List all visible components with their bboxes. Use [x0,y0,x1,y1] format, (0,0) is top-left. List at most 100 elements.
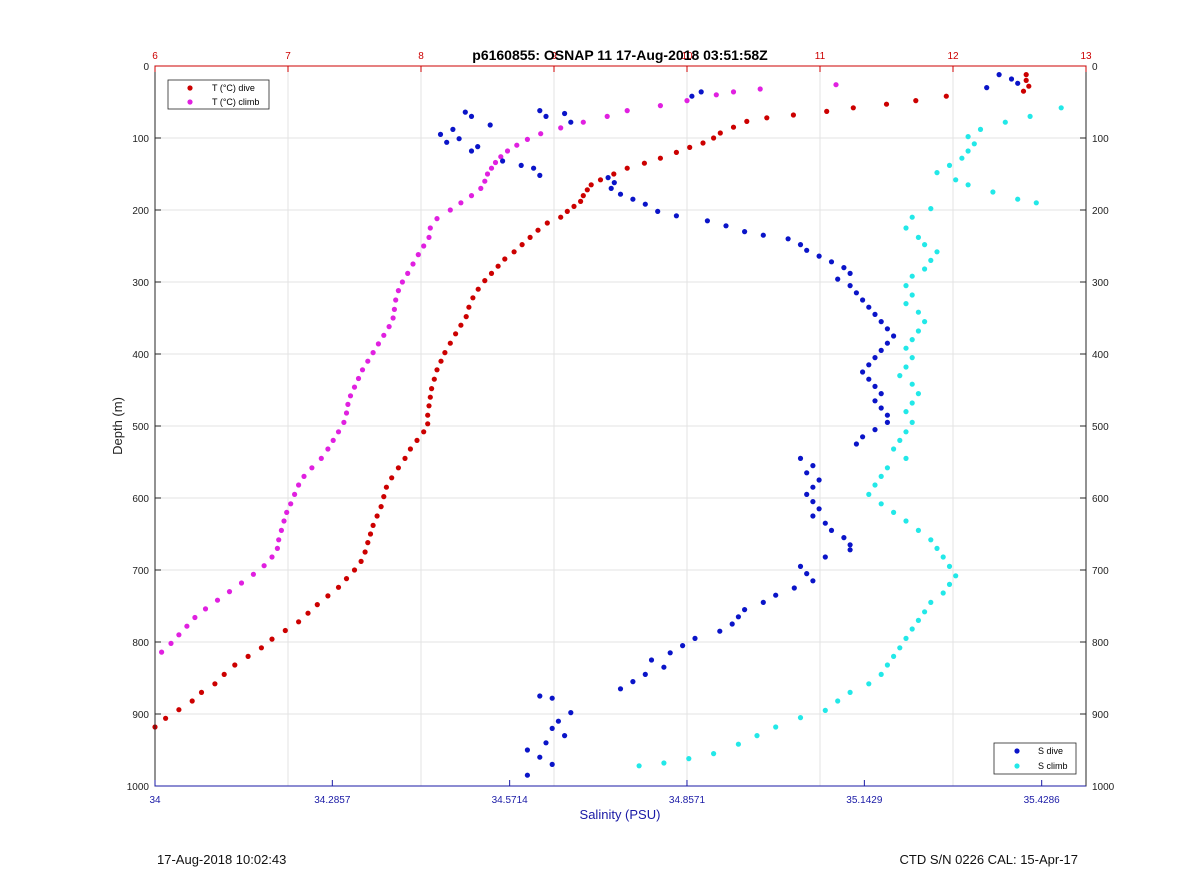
data-point [661,760,667,766]
data-point [611,180,617,186]
footer-timestamp: 17-Aug-2018 10:02:43 [157,852,287,867]
data-point [903,518,909,524]
data-point [754,733,760,739]
data-point [549,725,555,732]
y-tick-label-left: 0 [143,62,149,73]
data-point [760,232,766,238]
y-tick-label-right: 500 [1092,422,1109,433]
data-point [866,376,872,382]
data-point [163,715,169,721]
data-point [828,527,835,534]
series-s-climb [636,105,1064,769]
data-point [276,537,282,543]
data-point [617,686,624,692]
y-tick-label-right: 100 [1092,134,1109,145]
data-point [922,609,928,615]
data-point [269,636,275,642]
data-point [488,165,495,171]
data-point [470,295,476,301]
x-bottom-tick-label: 34.8571 [669,795,706,806]
data-point [943,93,949,99]
data-point [764,115,770,121]
data-point [498,154,504,160]
data-point [897,373,903,379]
data-point [484,171,491,177]
data-point [909,419,915,425]
data-point [757,86,763,92]
data-point [884,412,891,418]
data-point [549,695,555,701]
data-point [390,315,396,321]
data-point [442,350,448,356]
data-point [891,446,897,452]
data-point [1015,80,1021,86]
data-point [934,249,940,255]
data-point [605,175,611,181]
data-point [341,419,347,425]
data-point [841,535,847,541]
legend-temperature: T (°C) dive T (°C) climb [167,79,270,110]
data-point [922,266,928,272]
data-point [922,319,928,325]
data-point [395,288,401,294]
data-point [447,340,453,346]
data-point [282,627,288,634]
data-point [903,409,909,415]
data-point [370,350,376,356]
data-point [723,223,729,229]
data-point [330,437,336,443]
data-point [444,139,450,145]
y-tick-label-right: 700 [1092,566,1109,577]
data-point [427,394,433,400]
data-point [568,710,574,716]
data-point [558,214,564,220]
data-point [524,772,531,778]
data-point [478,185,484,191]
data-point [810,499,816,505]
data-point [1026,83,1032,89]
data-point [680,643,686,649]
data-point [393,297,399,303]
data-point [891,509,897,515]
series-t-c-dive [152,72,1032,730]
data-point [729,621,735,627]
data-point [617,191,624,197]
data-point [325,593,331,599]
data-point [909,355,915,361]
data-point [860,434,866,440]
data-point [562,733,568,739]
series-t-c-climb [159,82,839,655]
data-point [437,131,444,137]
data-point [946,162,953,168]
data-point [564,208,570,214]
y-tick-label-left: 1000 [127,782,150,793]
data-point [940,554,946,560]
data-point [853,290,860,296]
series-s-dive [437,72,1021,778]
legend-marker-s-dive [1014,748,1020,754]
data-point [698,89,704,95]
data-point [687,144,693,150]
data-point [345,401,351,407]
y-tick-label-left: 900 [132,710,149,721]
series-layer [152,72,1064,778]
data-point [296,619,302,625]
y-tick-label-right: 300 [1092,278,1109,289]
y-tick-label-left: 100 [132,134,149,145]
data-point [903,364,909,370]
data-point [475,286,481,292]
data-point [597,177,604,183]
data-point [713,92,719,98]
data-point [847,270,853,276]
data-point [571,203,577,209]
data-point [909,626,915,632]
x-top-tick-label: 11 [815,51,826,62]
data-point [946,581,953,588]
legend-marker-t-climb [187,99,193,105]
data-point [657,103,664,109]
data-point [984,85,990,91]
data-point [214,597,221,603]
data-point [1015,196,1021,202]
data-point [648,657,655,663]
